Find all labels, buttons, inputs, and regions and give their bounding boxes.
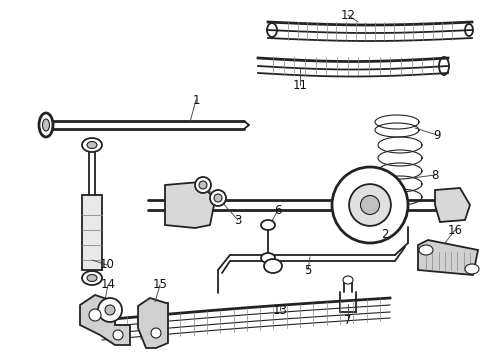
Ellipse shape — [343, 276, 353, 284]
Ellipse shape — [82, 138, 102, 152]
Circle shape — [98, 298, 122, 322]
Ellipse shape — [419, 245, 433, 255]
Ellipse shape — [87, 275, 97, 282]
Ellipse shape — [210, 190, 226, 206]
Ellipse shape — [39, 113, 53, 137]
Ellipse shape — [465, 264, 479, 274]
Text: 16: 16 — [447, 224, 463, 237]
Ellipse shape — [214, 194, 222, 202]
Polygon shape — [418, 240, 478, 275]
Ellipse shape — [261, 220, 275, 230]
Circle shape — [105, 305, 115, 315]
Ellipse shape — [264, 259, 282, 273]
Bar — [82, 195, 102, 270]
Text: 13: 13 — [272, 303, 288, 316]
Text: 7: 7 — [344, 314, 352, 327]
Text: 15: 15 — [152, 279, 168, 292]
Text: 1: 1 — [192, 94, 200, 107]
Ellipse shape — [261, 253, 275, 263]
Circle shape — [151, 328, 161, 338]
Polygon shape — [165, 182, 215, 228]
Text: 5: 5 — [304, 264, 312, 276]
Polygon shape — [435, 188, 470, 222]
Ellipse shape — [195, 177, 211, 193]
Circle shape — [332, 167, 408, 243]
Text: 12: 12 — [341, 9, 356, 22]
Ellipse shape — [439, 57, 449, 75]
Text: 3: 3 — [234, 213, 242, 226]
Ellipse shape — [199, 181, 207, 189]
Polygon shape — [80, 295, 130, 345]
Ellipse shape — [267, 23, 277, 37]
Text: 11: 11 — [293, 78, 308, 91]
Circle shape — [89, 309, 101, 321]
Circle shape — [361, 195, 379, 215]
Text: 6: 6 — [274, 203, 282, 216]
Text: 14: 14 — [100, 279, 116, 292]
Ellipse shape — [87, 141, 97, 149]
Polygon shape — [138, 298, 168, 348]
Text: 10: 10 — [99, 258, 115, 271]
Text: 4: 4 — [218, 194, 226, 207]
Text: 9: 9 — [433, 129, 441, 141]
Ellipse shape — [465, 24, 473, 36]
Ellipse shape — [43, 119, 49, 131]
Circle shape — [349, 184, 391, 226]
Text: 8: 8 — [431, 168, 439, 181]
Circle shape — [113, 330, 123, 340]
Text: 2: 2 — [381, 229, 389, 242]
Ellipse shape — [82, 271, 102, 285]
